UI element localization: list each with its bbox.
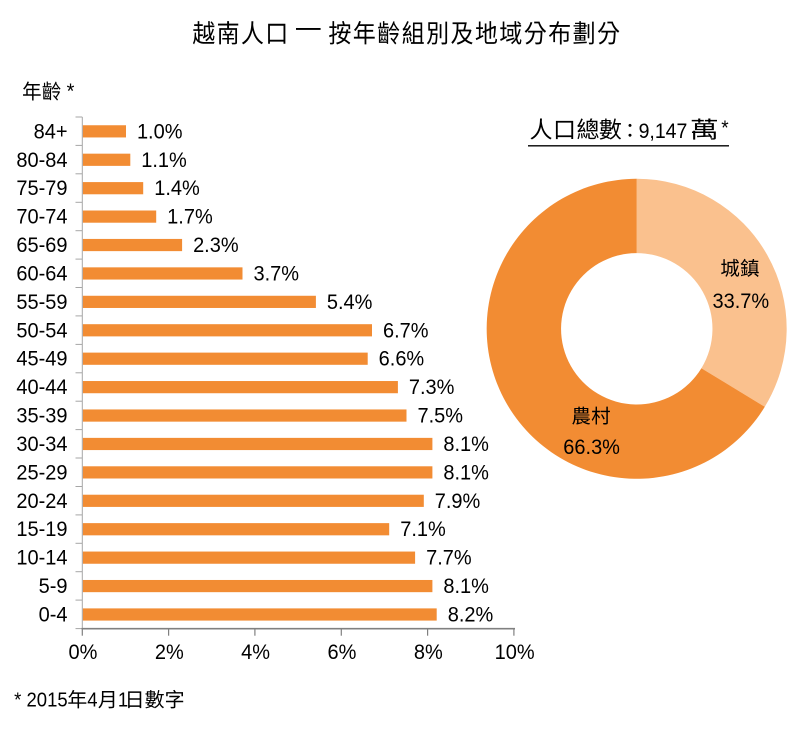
svg-text:66.3%: 66.3%	[563, 435, 620, 459]
svg-text:7.9%: 7.9%	[435, 489, 481, 513]
svg-text:3.7%: 3.7%	[253, 262, 299, 286]
svg-text:50-54: 50-54	[16, 319, 67, 343]
svg-text:2.3%: 2.3%	[193, 233, 239, 257]
svg-text:1: 1	[118, 690, 128, 712]
svg-text:40-44: 40-44	[16, 375, 67, 399]
svg-text:8.2%: 8.2%	[448, 603, 494, 627]
svg-text:1.0%: 1.0%	[137, 120, 183, 144]
svg-text:80-84: 80-84	[16, 148, 67, 172]
svg-text:7.1%: 7.1%	[400, 518, 446, 542]
svg-text:4%: 4%	[241, 640, 270, 664]
svg-text:0-4: 0-4	[39, 603, 68, 627]
svg-text:6%: 6%	[328, 640, 357, 664]
svg-text:7.5%: 7.5%	[418, 404, 464, 428]
svg-text:0%: 0%	[69, 640, 98, 664]
svg-text:1.4%: 1.4%	[154, 177, 200, 201]
svg-text:75-79: 75-79	[16, 177, 67, 201]
svg-text:7.3%: 7.3%	[409, 375, 455, 399]
svg-text:5.4%: 5.4%	[327, 290, 373, 314]
svg-text:70-74: 70-74	[16, 205, 67, 229]
svg-text:10%: 10%	[495, 640, 535, 664]
svg-text:6.6%: 6.6%	[379, 347, 425, 371]
svg-text:*: *	[67, 79, 75, 103]
svg-text:* 2015: * 2015	[14, 690, 67, 712]
svg-text:1.7%: 1.7%	[167, 205, 213, 229]
svg-text:8.1%: 8.1%	[443, 461, 489, 485]
svg-text:55-59: 55-59	[16, 290, 67, 314]
svg-text:8%: 8%	[414, 640, 443, 664]
svg-text:7.7%: 7.7%	[426, 546, 472, 570]
svg-text:15-19: 15-19	[16, 518, 67, 542]
svg-text:8.1%: 8.1%	[443, 574, 489, 598]
svg-text:9,147: 9,147	[639, 120, 688, 143]
svg-text:30-34: 30-34	[16, 432, 67, 456]
svg-text:2%: 2%	[155, 640, 184, 664]
svg-text:6.7%: 6.7%	[383, 319, 429, 343]
svg-text:33.7%: 33.7%	[713, 289, 770, 313]
svg-text:45-49: 45-49	[16, 347, 67, 371]
svg-text:25-29: 25-29	[16, 461, 67, 485]
svg-text:1.1%: 1.1%	[141, 148, 187, 172]
svg-text:10-14: 10-14	[16, 546, 67, 570]
svg-text:20-24: 20-24	[16, 489, 67, 513]
svg-text:35-39: 35-39	[16, 404, 67, 428]
svg-text:8.1%: 8.1%	[443, 432, 489, 456]
svg-text:84+: 84+	[34, 120, 68, 144]
svg-text:60-64: 60-64	[16, 262, 67, 286]
svg-text:*: *	[721, 117, 729, 140]
svg-text:5-9: 5-9	[39, 574, 68, 598]
svg-text:4: 4	[87, 690, 98, 712]
svg-text:65-69: 65-69	[16, 233, 67, 257]
